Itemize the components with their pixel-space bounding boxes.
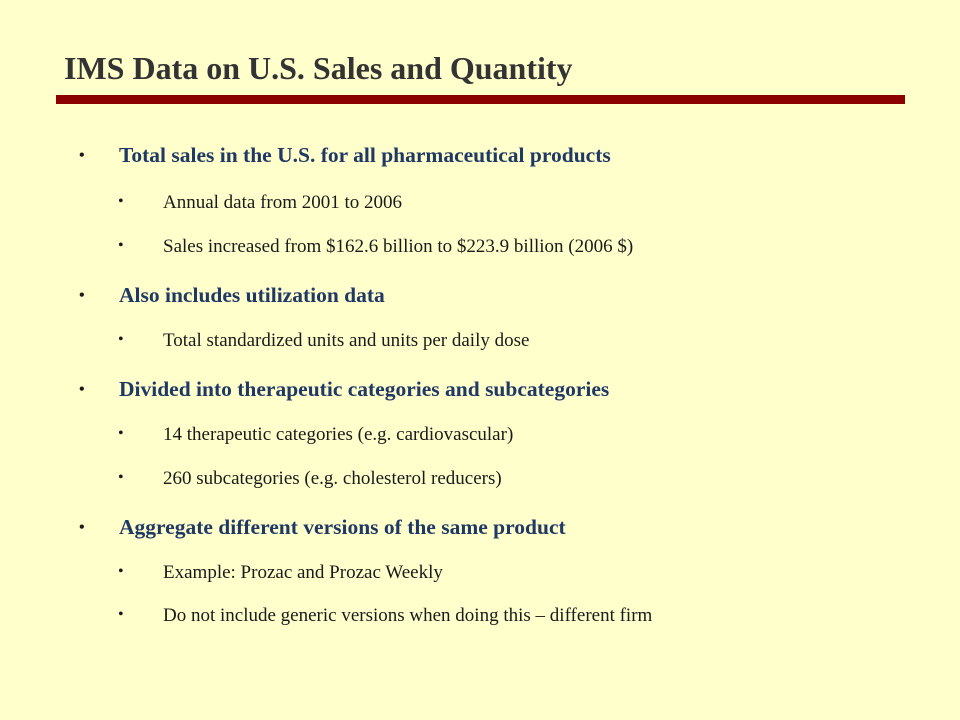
bullet-icon: • [118, 193, 124, 210]
sub-bullet-item: • 14 therapeutic categories (e.g. cardiov… [118, 424, 513, 446]
bullet-icon: • [79, 287, 85, 304]
bullet-icon: • [118, 425, 124, 442]
sub-bullet-item: • 260 subcategories (e.g. cholesterol red… [118, 468, 502, 490]
bullet-icon: • [118, 469, 124, 486]
sub-bullet-text: Sales increased from $162.6 billion to $… [163, 236, 634, 257]
sub-bullet-text: Annual data from 2001 to 2006 [163, 192, 403, 213]
sub-bullet-item: • Total standardized units and units per … [118, 330, 529, 352]
sub-bullet-text: 14 therapeutic categories (e.g. cardiova… [163, 424, 514, 445]
bullet-icon: • [79, 147, 85, 164]
sub-bullet-item: • Example: Prozac and Prozac Weekly [118, 562, 443, 584]
bullet-text: Aggregate different versions of the same… [119, 515, 566, 539]
sub-bullet-text: Example: Prozac and Prozac Weekly [163, 562, 443, 583]
sub-bullet-text: Total standardized units and units per d… [163, 330, 530, 351]
bullet-icon: • [118, 237, 124, 254]
bullet-icon: • [79, 381, 85, 398]
bullet-text: Total sales in the U.S. for all pharmace… [119, 143, 611, 167]
slide-title: IMS Data on U.S. Sales and Quantity [64, 50, 573, 86]
bullet-icon: • [79, 519, 85, 536]
bullet-text: Divided into therapeutic categories and … [119, 377, 610, 401]
sub-bullet-item: • Do not include generic versions when do… [118, 605, 652, 627]
sub-bullet-text: 260 subcategories (e.g. cholesterol redu… [163, 468, 502, 489]
bullet-icon: • [118, 563, 124, 580]
bullet-item: • Total sales in the U.S. for all pharmac… [79, 143, 611, 168]
bullet-item: • Also includes utilization data [79, 283, 385, 308]
bullet-icon: • [118, 606, 124, 623]
bullet-text: Also includes utilization data [119, 283, 385, 307]
sub-bullet-text: Do not include generic versions when doi… [163, 605, 653, 626]
bullet-icon: • [118, 331, 124, 348]
bullet-item: • Aggregate different versions of the sam… [79, 515, 566, 540]
bullet-item: • Divided into therapeutic categories and… [79, 377, 609, 402]
sub-bullet-item: • Sales increased from $162.6 billion to … [118, 236, 633, 258]
title-underline-rule [56, 95, 905, 104]
sub-bullet-item: • Annual data from 2001 to 2006 [118, 192, 402, 214]
